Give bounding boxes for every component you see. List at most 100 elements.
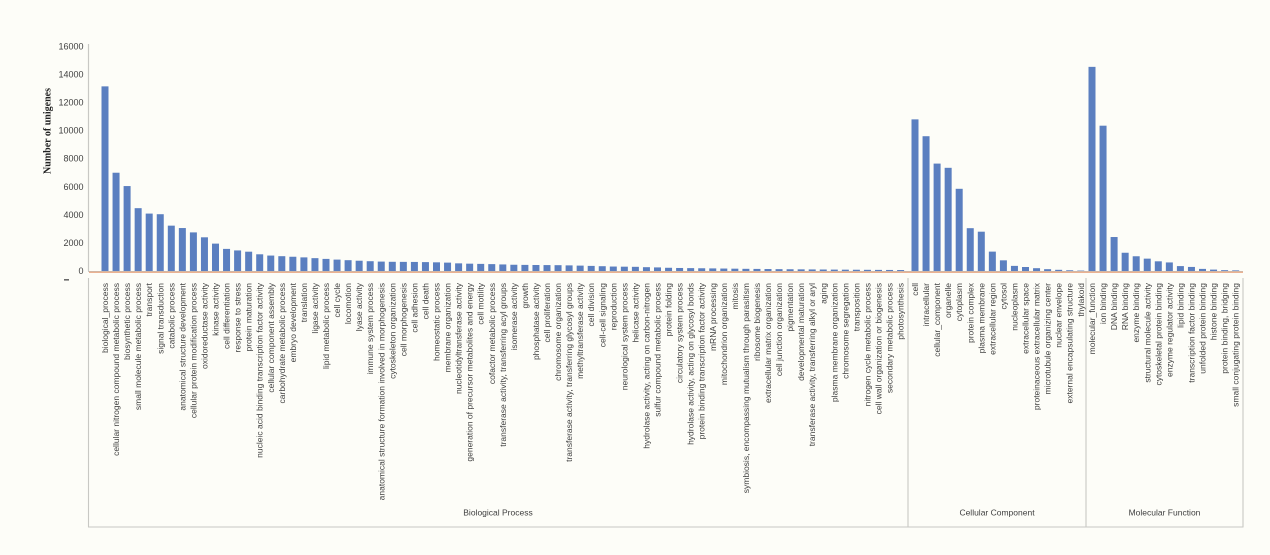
svg-text:cellular component assembly: cellular component assembly — [266, 282, 276, 392]
svg-text:embryo development: embryo development — [288, 282, 298, 362]
svg-text:cell motility: cell motility — [476, 282, 486, 324]
svg-text:cytoskeleton organization: cytoskeleton organization — [387, 283, 397, 379]
svg-text:Number of unigenes: Number of unigenes — [43, 88, 54, 174]
svg-text:neurological system process: neurological system process — [619, 283, 629, 390]
svg-text:ion binding: ion binding — [1098, 283, 1108, 324]
svg-text:intracellular: intracellular — [921, 283, 931, 327]
svg-text:cell death: cell death — [420, 283, 430, 320]
svg-text:reproduction: reproduction — [608, 283, 618, 331]
svg-text:nitrogen cycle metabolic proce: nitrogen cycle metabolic process — [862, 283, 872, 406]
svg-text:anatomical structure developme: anatomical structure development — [177, 282, 187, 410]
svg-text:cellular nitrogen compound met: cellular nitrogen compound metabolic pro… — [111, 283, 121, 456]
svg-text:extracellular matrix organizat: extracellular matrix organization — [763, 283, 773, 403]
svg-text:histone binding: histone binding — [1209, 283, 1219, 340]
svg-text:generation of precursor metabo: generation of precursor metabolites and … — [465, 282, 475, 461]
svg-text:Cellular Component: Cellular Component — [959, 508, 1035, 518]
svg-text:plasma membrane: plasma membrane — [976, 283, 986, 354]
svg-text:8000: 8000 — [63, 154, 83, 164]
svg-text:cell division: cell division — [586, 283, 596, 327]
svg-text:cell-cell signaling: cell-cell signaling — [597, 283, 607, 348]
svg-text:developmental maturation: developmental maturation — [796, 283, 806, 381]
svg-text:cytosol: cytosol — [998, 283, 1008, 310]
svg-text:10000: 10000 — [58, 126, 83, 136]
svg-text:lyase activity: lyase activity — [354, 282, 364, 331]
svg-text:transcription factor binding: transcription factor binding — [1186, 283, 1196, 383]
svg-text:immune system process: immune system process — [365, 283, 375, 375]
svg-text:small conjugating protein bind: small conjugating protein binding — [1231, 283, 1241, 407]
svg-text:thylakoid: thylakoid — [1076, 283, 1086, 317]
svg-text:ligase activity: ligase activity — [310, 282, 320, 333]
svg-text:cytoskeletal protein binding: cytoskeletal protein binding — [1153, 283, 1163, 386]
svg-text:chromosome segregation: chromosome segregation — [840, 283, 850, 379]
svg-text:transposition: transposition — [851, 283, 861, 331]
svg-text:nucleotidyltransferase activit: nucleotidyltransferase activity — [454, 282, 464, 394]
svg-text:circulatory system process: circulatory system process — [675, 283, 685, 383]
svg-text:Biological Process: Biological Process — [463, 508, 532, 518]
svg-text:cellular_component: cellular_component — [932, 282, 942, 356]
svg-text:external encapsulating structu: external encapsulating structure — [1065, 283, 1075, 404]
svg-text:cell: cell — [910, 283, 920, 296]
svg-text:biosynthetic process: biosynthetic process — [122, 283, 132, 360]
svg-text:hydrolase activity, acting on: hydrolase activity, acting on glycosyl b… — [686, 283, 696, 445]
svg-text:kinase activity: kinase activity — [211, 282, 221, 336]
svg-text:aging: aging — [818, 283, 828, 304]
svg-text:extracellular space: extracellular space — [1021, 283, 1031, 354]
svg-text:pigmentation: pigmentation — [785, 283, 795, 332]
svg-text:microtubule organizing center: microtubule organizing center — [1043, 283, 1053, 395]
svg-text:enzyme binding: enzyme binding — [1131, 283, 1141, 343]
svg-text:structural molecule activity: structural molecule activity — [1142, 282, 1152, 382]
svg-text:locomotion: locomotion — [343, 283, 353, 324]
svg-text:helicase activity: helicase activity — [630, 282, 640, 342]
svg-text:anatomical structure formation: anatomical structure formation involved … — [376, 283, 386, 500]
svg-text:transport: transport — [144, 282, 154, 316]
svg-text:oxidoreductase activity: oxidoreductase activity — [199, 282, 209, 369]
svg-text:protein folding: protein folding — [664, 283, 674, 337]
svg-text:mitochondrion organization: mitochondrion organization — [719, 283, 729, 385]
svg-text:ribosome biogenesis: ribosome biogenesis — [752, 283, 762, 361]
svg-text:enzyme regulator activity: enzyme regulator activity — [1164, 282, 1174, 377]
svg-text:sulfur compound metabolic proc: sulfur compound metabolic process — [653, 283, 663, 417]
svg-text:small molecule metabolic proce: small molecule metabolic process — [133, 283, 143, 410]
svg-text:cofactor metabolic process: cofactor metabolic process — [487, 283, 497, 384]
svg-text:transferase activity, transfer: transferase activity, transferring glyco… — [564, 283, 574, 462]
svg-text:cell junction organization: cell junction organization — [774, 283, 784, 376]
svg-text:nucleoplasm: nucleoplasm — [1009, 283, 1019, 331]
svg-text:lipid metabolic process: lipid metabolic process — [321, 283, 331, 369]
svg-text:extracellular region: extracellular region — [987, 283, 997, 355]
svg-text:cellular protein modification: cellular protein modification process — [188, 283, 198, 418]
svg-text:6000: 6000 — [63, 182, 83, 192]
svg-text:signal transduction: signal transduction — [155, 283, 165, 354]
svg-text:cell cycle: cell cycle — [332, 283, 342, 318]
svg-text:membrane organization: membrane organization — [443, 283, 453, 373]
svg-text:cell adhesion: cell adhesion — [409, 283, 419, 333]
svg-text:16000: 16000 — [58, 41, 83, 51]
svg-text:2000: 2000 — [63, 238, 83, 248]
svg-text:transferase activity, transfer: transferase activity, transferring acyl … — [498, 283, 508, 447]
svg-text:organelle: organelle — [943, 283, 953, 318]
svg-text:Molecular Function: Molecular Function — [1129, 508, 1201, 518]
svg-text:DNA binding: DNA binding — [1109, 283, 1119, 331]
svg-text:unfolded protein binding: unfolded protein binding — [1198, 283, 1208, 374]
svg-text:chromosome organization: chromosome organization — [553, 283, 563, 381]
svg-text:cell morphogenesis: cell morphogenesis — [398, 283, 408, 356]
svg-text:growth: growth — [520, 283, 530, 309]
svg-text:lipid binding: lipid binding — [1175, 283, 1185, 328]
svg-text:mRNA processing: mRNA processing — [708, 283, 718, 351]
svg-text:4000: 4000 — [63, 210, 83, 220]
svg-text:response to stress: response to stress — [233, 283, 243, 352]
svg-text:protein binding, bridging: protein binding, bridging — [1220, 283, 1230, 374]
svg-text:cell differentiation: cell differentiation — [222, 283, 232, 349]
svg-text:biological_process: biological_process — [100, 283, 110, 353]
svg-text:nucleic acid binding transcrip: nucleic acid binding transcription facto… — [255, 282, 265, 458]
svg-text:cell wall organization or biog: cell wall organization or biogenesis — [874, 283, 884, 414]
svg-text:molecular_function: molecular_function — [1087, 283, 1097, 355]
svg-text:transferase activity, transfer: transferase activity, transferring alkyl… — [807, 283, 817, 446]
svg-text:protein complex: protein complex — [965, 282, 975, 343]
svg-text:catabolic process: catabolic process — [166, 283, 176, 349]
svg-text:hydrolase activity, acting on: hydrolase activity, acting on carbon-nit… — [641, 283, 651, 449]
svg-text:homeostatic process: homeostatic process — [432, 283, 442, 361]
svg-text:photosynthesis: photosynthesis — [896, 283, 906, 340]
svg-text:methyltransferase activity: methyltransferase activity — [575, 282, 585, 379]
svg-text:symbiosis, encompassing mutual: symbiosis, encompassing mutualism throug… — [741, 283, 751, 493]
svg-text:protein maturation: protein maturation — [244, 283, 254, 352]
